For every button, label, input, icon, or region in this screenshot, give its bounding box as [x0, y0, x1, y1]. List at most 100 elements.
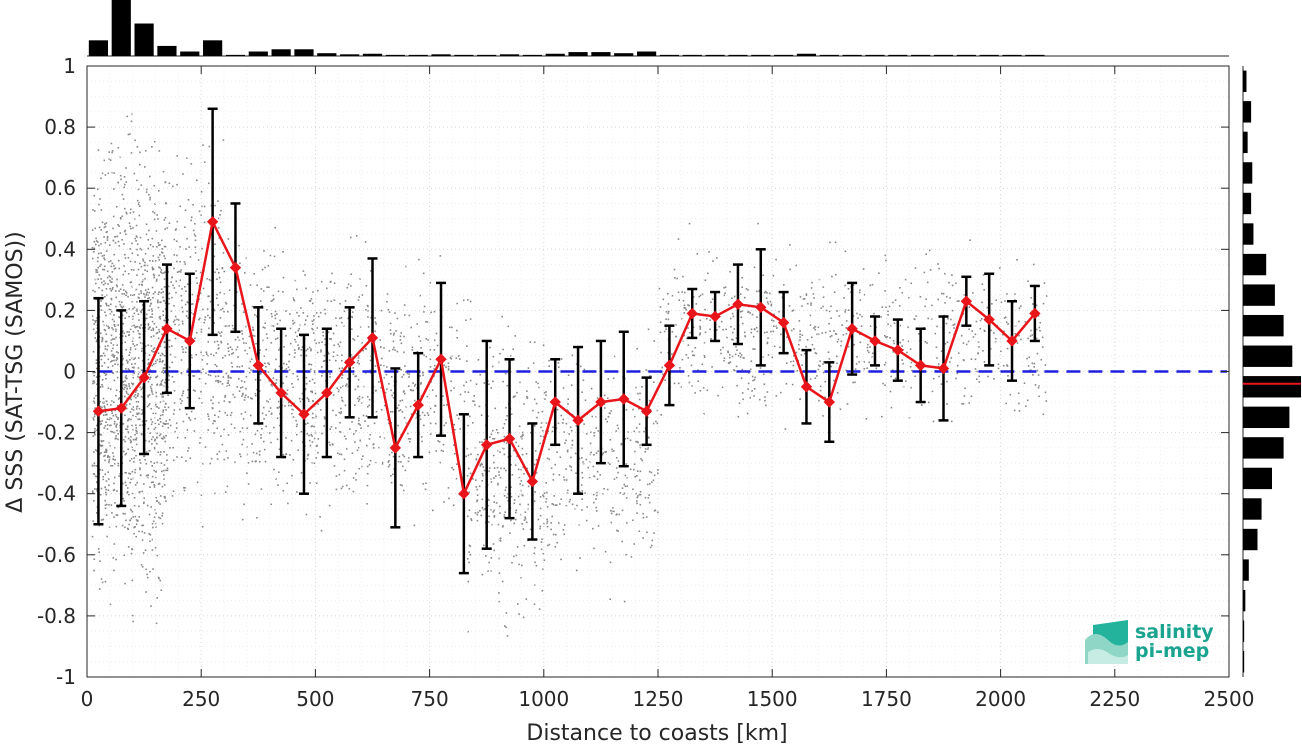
- scatter-point: [404, 365, 406, 367]
- scatter-point: [137, 357, 140, 359]
- scatter-point: [292, 298, 295, 301]
- scatter-point: [398, 455, 401, 458]
- scatter-point: [954, 323, 956, 326]
- scatter-point: [824, 396, 826, 399]
- scatter-point: [355, 472, 357, 475]
- scatter-point: [163, 367, 166, 369]
- scatter-point: [770, 330, 772, 333]
- scatter-point: [219, 214, 221, 216]
- scatter-point: [671, 331, 674, 333]
- scatter-point: [164, 257, 166, 260]
- scatter-point: [790, 329, 793, 332]
- scatter-point: [222, 357, 224, 359]
- scatter-point: [967, 340, 970, 343]
- scatter-point: [743, 357, 745, 359]
- scatter-point: [140, 388, 143, 391]
- scatter-point: [936, 325, 938, 328]
- top-histogram-bar: [477, 54, 497, 56]
- scatter-point: [945, 322, 948, 325]
- scatter-point: [176, 271, 179, 273]
- scatter-point: [112, 353, 114, 356]
- scatter-point: [151, 316, 153, 318]
- scatter-point: [304, 423, 307, 425]
- scatter-point: [159, 579, 162, 582]
- scatter-point: [780, 333, 782, 336]
- scatter-point: [235, 348, 238, 351]
- scatter-point: [905, 380, 907, 382]
- scatter-point: [814, 325, 816, 328]
- scatter-point: [710, 337, 712, 340]
- scatter-point: [359, 278, 361, 280]
- scatter-point: [127, 295, 129, 298]
- scatter-point: [741, 286, 743, 288]
- scatter-point: [639, 444, 641, 446]
- scatter-point: [149, 175, 151, 178]
- scatter-point: [117, 363, 119, 366]
- scatter-point: [602, 452, 604, 454]
- scatter-point: [105, 302, 107, 305]
- top-histogram-bar: [317, 53, 337, 56]
- scatter-point: [92, 371, 94, 374]
- scatter-point: [118, 259, 120, 262]
- scatter-point: [259, 461, 261, 463]
- scatter-point: [106, 276, 109, 279]
- scatter-point: [1034, 384, 1037, 386]
- scatter-point: [213, 322, 215, 324]
- scatter-point: [958, 300, 960, 302]
- scatter-point: [196, 179, 198, 182]
- scatter-point: [137, 296, 140, 299]
- scatter-point: [218, 450, 221, 453]
- scatter-point: [216, 365, 218, 368]
- scatter-point: [816, 375, 818, 377]
- scatter-point: [131, 366, 134, 369]
- scatter-point: [251, 305, 254, 308]
- scatter-point: [100, 209, 103, 211]
- scatter-point: [99, 386, 102, 388]
- scatter-point: [220, 331, 223, 333]
- scatter-point: [216, 458, 219, 460]
- scatter-point: [145, 463, 148, 465]
- scatter-point: [148, 533, 150, 535]
- scatter-point: [409, 389, 412, 391]
- scatter-point: [140, 184, 143, 186]
- scatter-point: [139, 462, 142, 464]
- scatter-point: [137, 203, 140, 206]
- top-histogram-bar: [659, 54, 680, 56]
- scatter-point: [292, 323, 294, 325]
- scatter-point: [548, 365, 550, 367]
- scatter-point: [469, 415, 471, 418]
- scatter-point: [157, 419, 159, 421]
- scatter-point: [186, 396, 189, 399]
- scatter-point: [563, 431, 565, 433]
- scatter-point: [478, 485, 481, 488]
- scatter-point: [748, 372, 750, 374]
- scatter-point: [105, 421, 107, 423]
- scatter-point: [753, 328, 756, 330]
- scatter-point: [135, 415, 137, 418]
- scatter-point: [104, 225, 107, 228]
- scatter-point: [1014, 333, 1017, 335]
- scatter-point: [766, 301, 769, 303]
- scatter-point: [186, 237, 188, 240]
- scatter-point: [404, 314, 406, 316]
- scatter-point: [120, 178, 122, 181]
- scatter-point: [740, 316, 743, 319]
- scatter-point: [948, 281, 950, 284]
- x-tick-label: 1750: [861, 687, 912, 711]
- scatter-point: [824, 380, 827, 383]
- scatter-point: [894, 299, 897, 301]
- scatter-point: [994, 337, 997, 340]
- scatter-point: [108, 418, 111, 421]
- scatter-point: [122, 357, 124, 360]
- scatter-point: [344, 404, 347, 407]
- scatter-point: [271, 299, 274, 302]
- scatter-point: [115, 426, 117, 428]
- scatter-point: [185, 460, 187, 462]
- scatter-point: [101, 365, 103, 367]
- scatter-point: [116, 278, 118, 281]
- scatter-point: [158, 274, 160, 277]
- scatter-point: [993, 332, 995, 334]
- scatter-point: [121, 239, 123, 241]
- scatter-point: [560, 414, 562, 417]
- scatter-point: [1002, 364, 1005, 367]
